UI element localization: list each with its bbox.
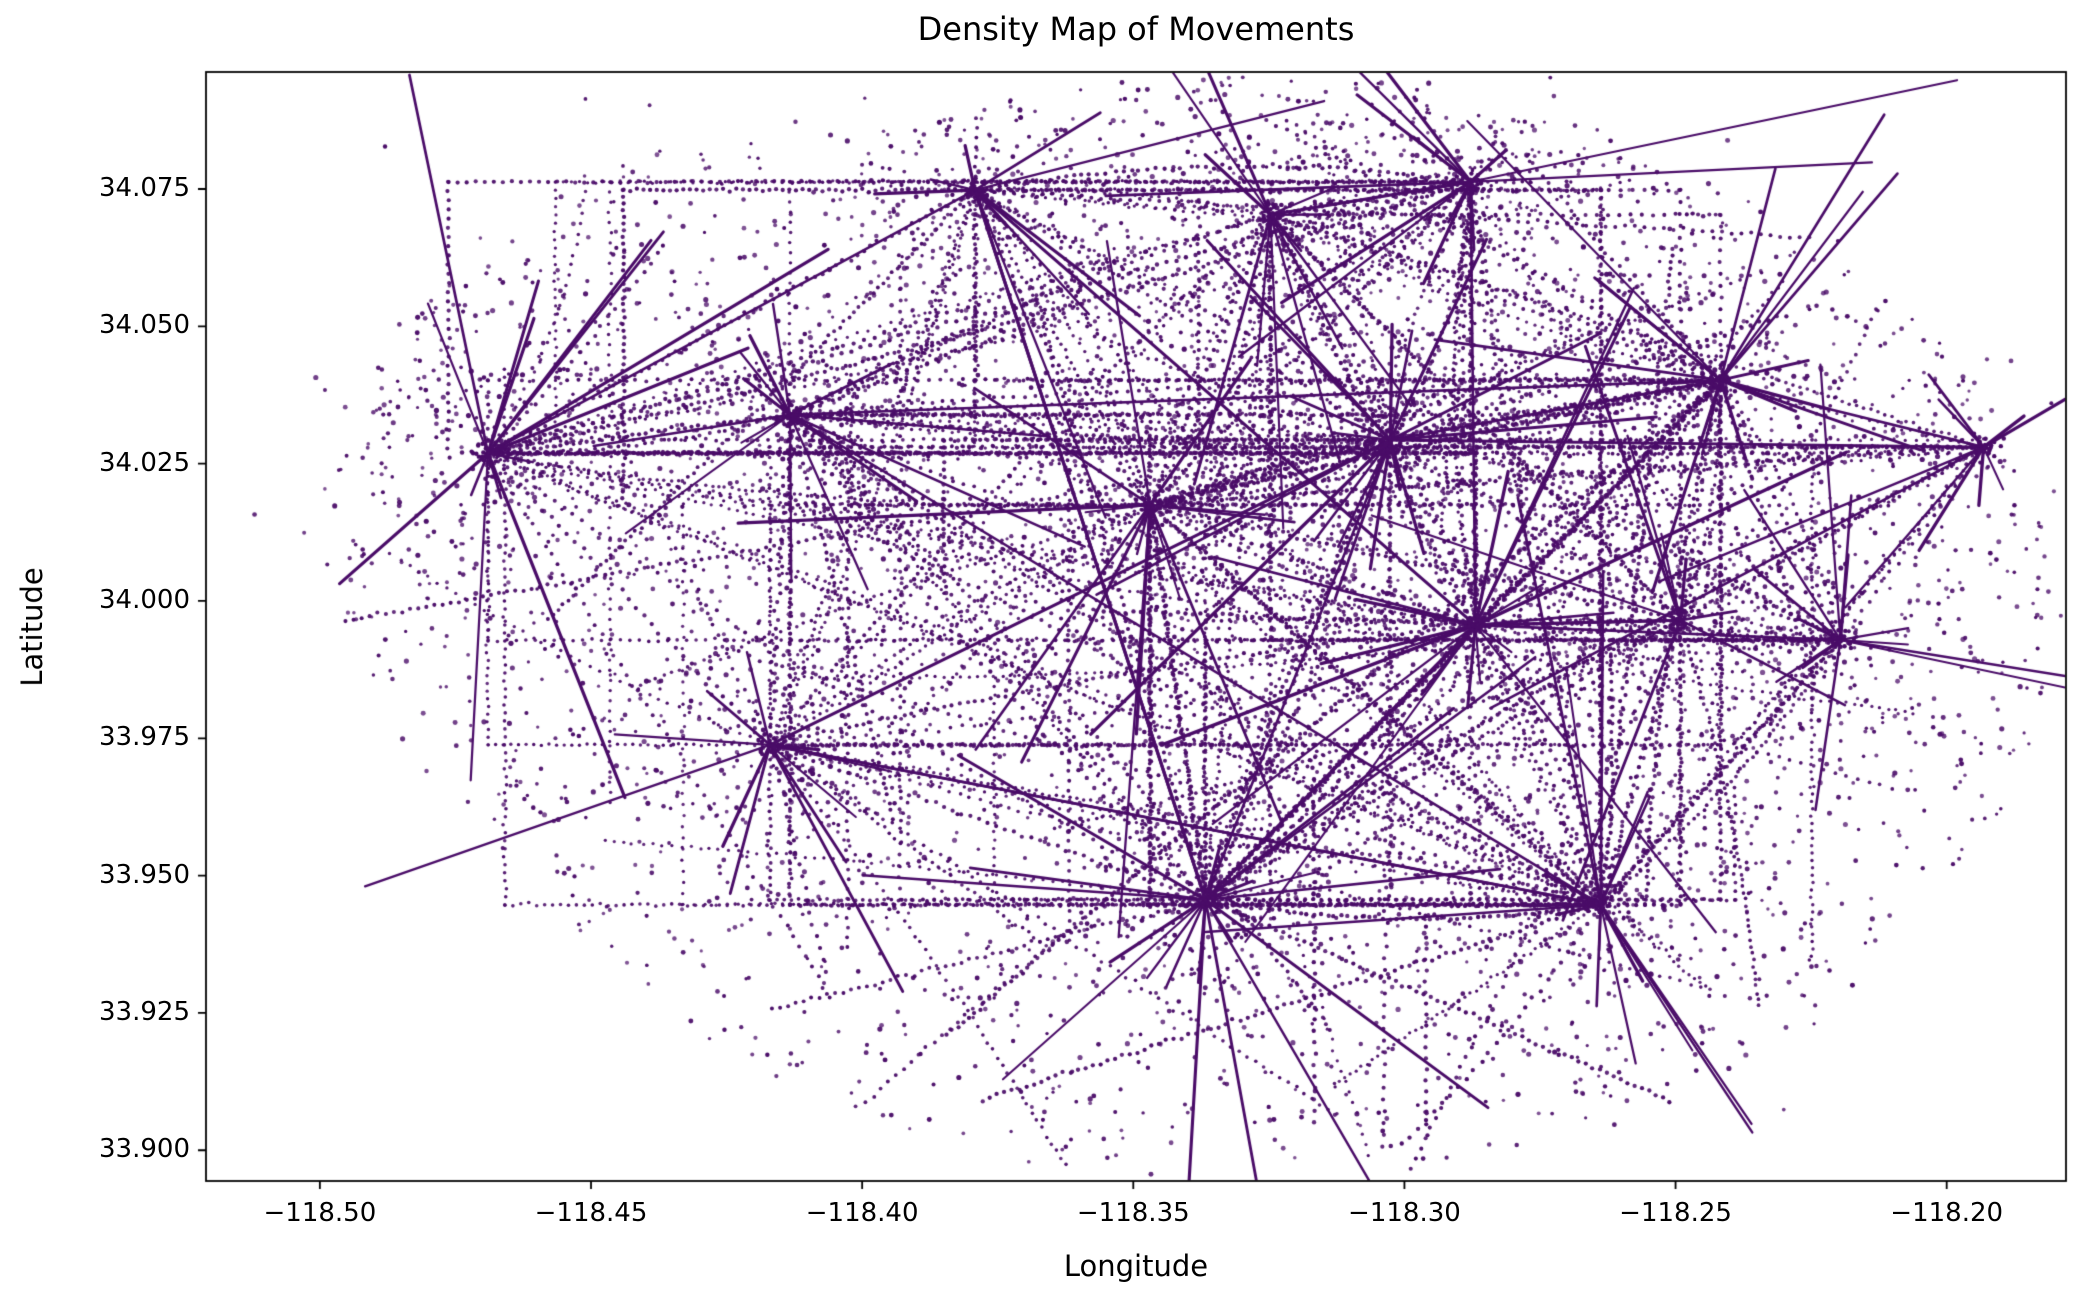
x-tick-label: −118.40 xyxy=(805,1198,919,1228)
x-tick-label: −118.50 xyxy=(263,1198,377,1228)
y-tick-label: 33.900 xyxy=(99,1134,190,1165)
chart-title: Density Map of Movements xyxy=(917,10,1355,48)
x-tick-label: −118.30 xyxy=(1348,1198,1461,1228)
x-tick-label: −118.35 xyxy=(1076,1198,1190,1228)
x-axis-label: Longitude xyxy=(1063,1249,1209,1283)
y-tick-label: 34.075 xyxy=(99,172,190,203)
y-tick-label: 33.950 xyxy=(99,859,190,890)
y-tick-label: 34.050 xyxy=(99,310,190,341)
x-tick-label: −118.20 xyxy=(1890,1198,2004,1228)
x-tick-label: −118.25 xyxy=(1619,1198,1732,1228)
y-tick-label: 34.000 xyxy=(99,584,190,615)
y-tick-label: 33.925 xyxy=(99,996,190,1027)
y-tick-label: 33.975 xyxy=(99,722,190,753)
y-tick-label: 34.025 xyxy=(99,447,190,478)
x-tick-label: −118.45 xyxy=(534,1198,648,1228)
